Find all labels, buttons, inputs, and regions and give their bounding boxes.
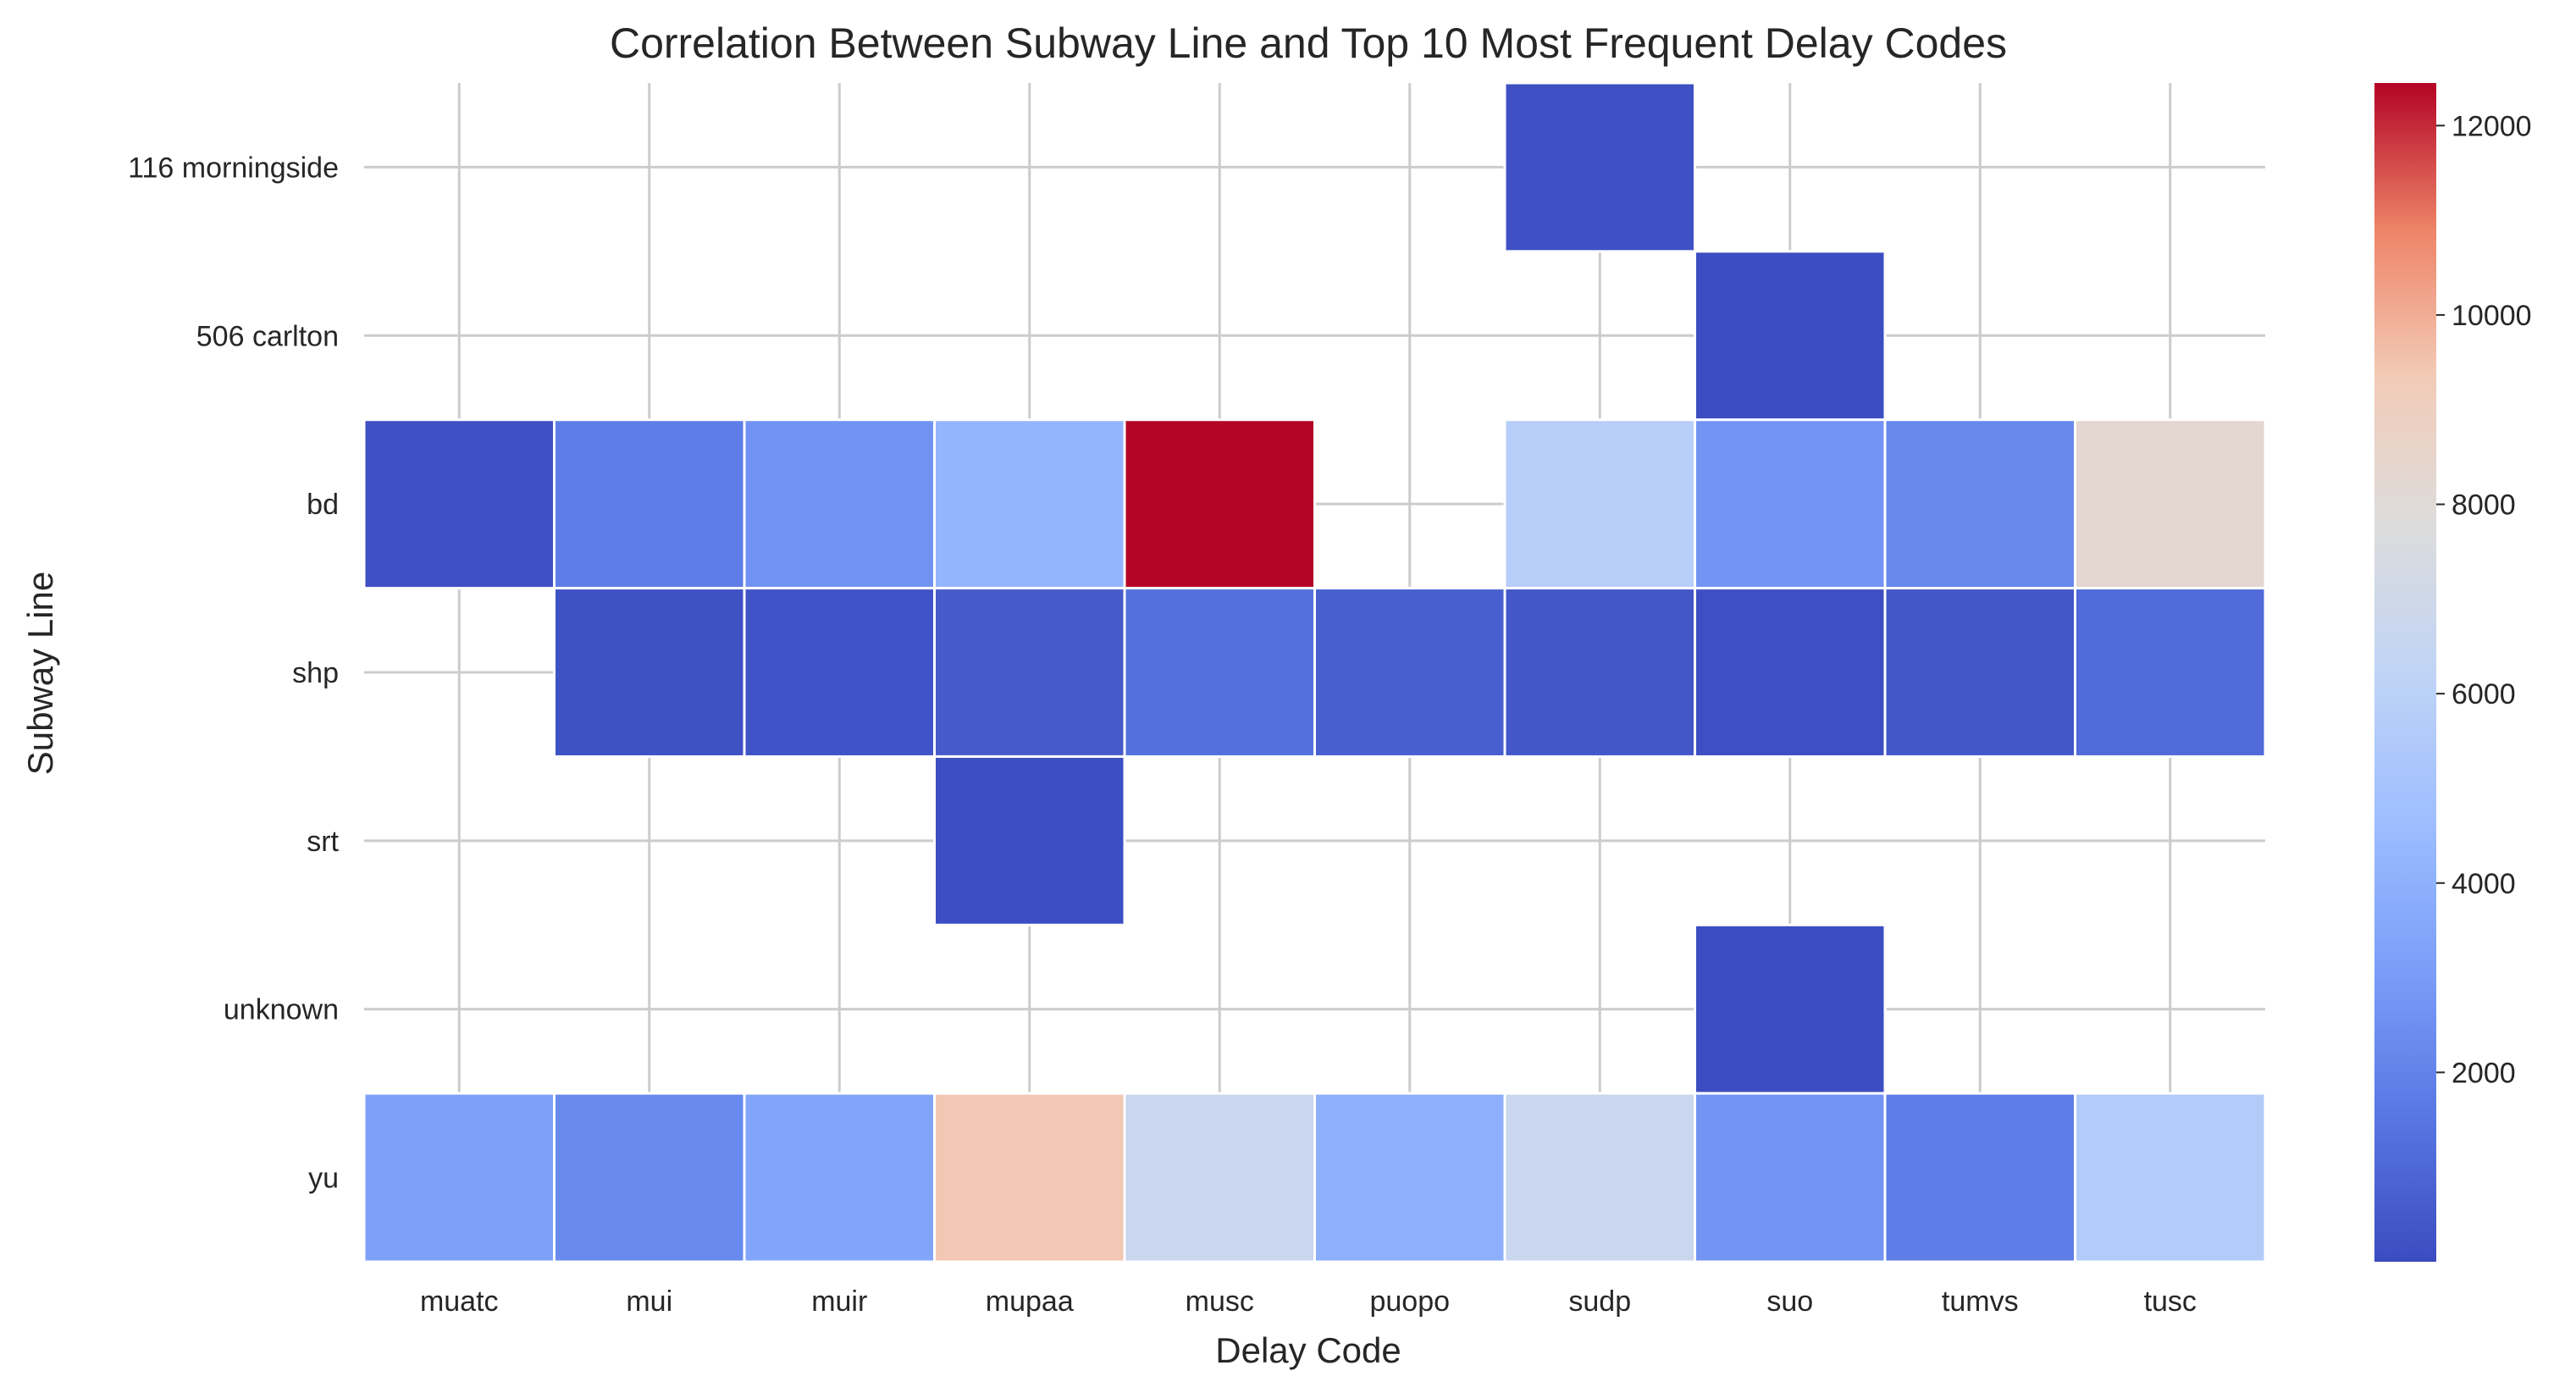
colorbar-tick-label: 10000 bbox=[2452, 300, 2532, 332]
heatmap-cell bbox=[933, 587, 1126, 758]
heatmap-cell bbox=[1123, 1092, 1316, 1263]
heatmap-cell bbox=[362, 1092, 556, 1263]
y-tick-label: unknown bbox=[224, 994, 339, 1026]
heatmap-cell bbox=[1883, 587, 2076, 758]
x-tick-label: puopo bbox=[1369, 1285, 1450, 1318]
x-tick-label: muir bbox=[811, 1285, 867, 1318]
x-tick-label: musc bbox=[1186, 1285, 1254, 1318]
heatmap-cell bbox=[1883, 1092, 2076, 1263]
heatmap-cell bbox=[1883, 418, 2076, 590]
x-tick-label: tumvs bbox=[1942, 1285, 2019, 1318]
x-tick-label: mui bbox=[626, 1285, 672, 1318]
y-tick-labels: 116 morningside 506 carlton bd shp srt unknow… bbox=[128, 152, 339, 1194]
colorbar-tick-label: 6000 bbox=[2452, 678, 2516, 710]
heatmap-cell bbox=[743, 418, 936, 590]
heatmap-cell bbox=[1503, 418, 1696, 590]
x-tick-label: tusc bbox=[2144, 1285, 2197, 1318]
x-tick-label: muatc bbox=[420, 1285, 499, 1318]
heatmap-cell bbox=[553, 587, 746, 758]
heatmap-cell bbox=[1313, 587, 1506, 758]
colorbar-ticks: 2000 4000 6000 8000 10000 12000 bbox=[2436, 110, 2532, 1089]
heatmap-cell bbox=[1694, 923, 1887, 1095]
heatmap-cell bbox=[1694, 1092, 1887, 1263]
y-tick-label: 116 morningside bbox=[128, 152, 339, 184]
colorbar-tick-label: 12000 bbox=[2452, 110, 2532, 142]
heatmap-cell bbox=[1694, 250, 1887, 422]
y-tick-label: shp bbox=[292, 657, 339, 689]
y-tick-label: 506 carlton bbox=[196, 320, 339, 352]
x-axis-label: Delay Code bbox=[1215, 1330, 1401, 1370]
heatmap-cell bbox=[743, 1092, 936, 1263]
y-tick-label: bd bbox=[307, 489, 339, 521]
heatmap-cell bbox=[553, 1092, 746, 1263]
heatmap-cell bbox=[362, 418, 556, 590]
heatmap-cell bbox=[933, 1092, 1126, 1263]
heatmap-cell bbox=[2074, 418, 2267, 590]
heatmap-cell bbox=[1503, 1092, 1696, 1263]
colorbar bbox=[2374, 83, 2436, 1262]
x-tick-label: suo bbox=[1766, 1285, 1813, 1318]
colorbar-tick-label: 4000 bbox=[2452, 868, 2516, 900]
heatmap-cell bbox=[2074, 1092, 2267, 1263]
colorbar-tick-label: 8000 bbox=[2452, 489, 2516, 522]
x-tick-label: mupaa bbox=[986, 1285, 1074, 1318]
y-tick-label: yu bbox=[308, 1163, 339, 1195]
heatmap-cell bbox=[1313, 1092, 1506, 1263]
heatmap-cell bbox=[933, 418, 1126, 590]
heatmap-cell bbox=[1123, 587, 1316, 758]
heatmap-cell bbox=[1694, 587, 1887, 758]
heatmap-cell bbox=[743, 587, 936, 758]
heatmap-cells bbox=[362, 81, 2267, 1263]
heatmap-cell bbox=[553, 418, 746, 590]
y-tick-label: srt bbox=[307, 826, 339, 858]
heatmap-cell bbox=[2074, 587, 2267, 758]
heatmap-cell bbox=[933, 755, 1126, 926]
heatmap-cell bbox=[1503, 587, 1696, 758]
heatmap-cell bbox=[1123, 418, 1316, 590]
heatmap-cell bbox=[1503, 81, 1696, 253]
y-axis-label: Subway Line bbox=[20, 572, 60, 776]
x-tick-label: sudp bbox=[1568, 1285, 1631, 1318]
chart-title: Correlation Between Subway Line and Top … bbox=[610, 19, 2007, 67]
colorbar-tick-label: 2000 bbox=[2452, 1057, 2516, 1089]
x-tick-labels: muatc mui muir mupaa musc puopo sudp suo tumvs tu… bbox=[420, 1285, 2197, 1318]
heatmap-cell bbox=[1694, 418, 1887, 590]
